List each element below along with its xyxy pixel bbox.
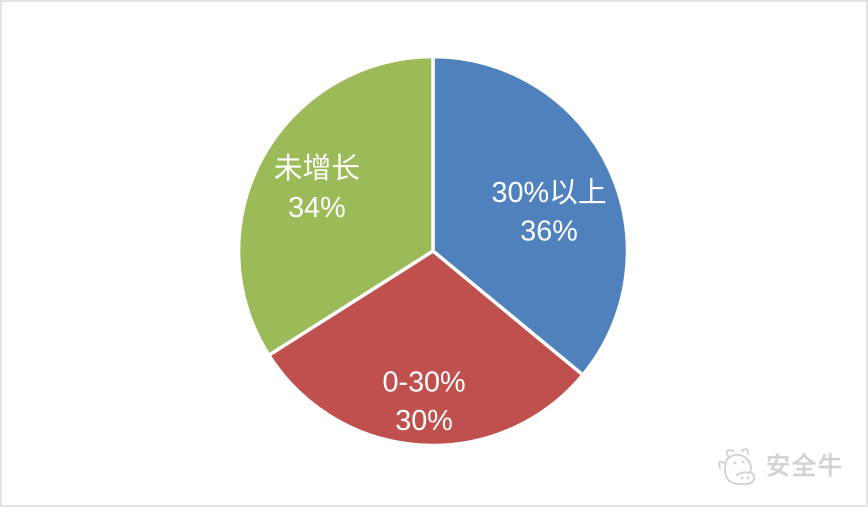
slice-label-name-2: 0-30% xyxy=(383,366,466,398)
slice-label-value-2: 30% xyxy=(395,405,453,437)
cow-icon xyxy=(718,448,756,486)
slice-label-name-3: 未增长 xyxy=(274,153,360,185)
pie-slice-3 xyxy=(236,54,435,357)
slice-label-name-1: 30%以上 xyxy=(492,177,607,209)
pie-slice-1 xyxy=(431,54,630,377)
slice-label-value-1: 36% xyxy=(520,216,578,248)
slice-label-value-3: 34% xyxy=(288,192,346,224)
watermark: 安全牛 xyxy=(715,447,844,487)
pie-slice-2 xyxy=(267,249,585,448)
watermark-text: 安全牛 xyxy=(766,453,844,480)
